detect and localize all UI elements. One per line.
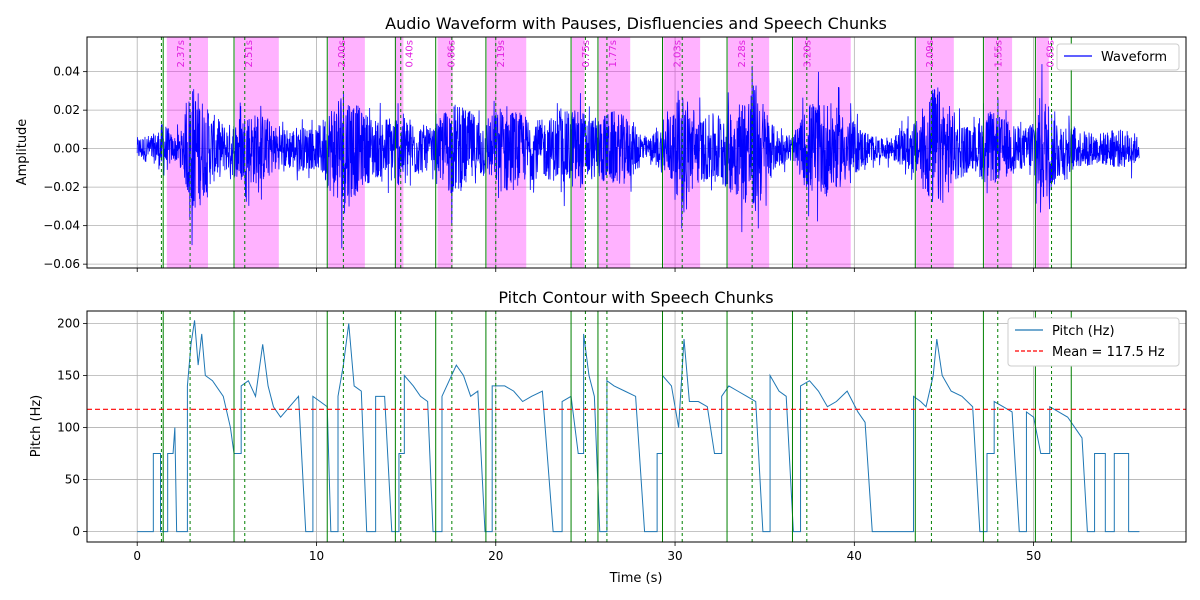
pause-label-1: 2.51s xyxy=(244,40,255,67)
pitch-x-tick-label-30: 30 xyxy=(667,549,682,563)
pitch-x-tick-label-10: 10 xyxy=(309,549,324,563)
pitch-legend: Pitch (Hz) Mean = 117.5 Hz xyxy=(1007,317,1180,367)
pause-label-10: 3.20s xyxy=(802,40,813,67)
pitch-x-tick-label-20: 20 xyxy=(488,549,503,563)
mean-legend-label: Mean = 117.5 Hz xyxy=(1052,345,1165,360)
waveform-y-tick-label-4: 0.02 xyxy=(53,103,80,117)
pitch-chunk-lines xyxy=(160,311,1072,542)
pause-label-6: 0.75s xyxy=(581,40,592,67)
waveform-y-tick-label-0: −0.06 xyxy=(43,257,80,271)
pitch-legend-label: Pitch (Hz) xyxy=(1052,324,1115,339)
pause-label-4: 0.86s xyxy=(446,40,457,67)
pitch-series xyxy=(137,320,1140,533)
waveform-y-tick-label-3: 0.00 xyxy=(53,142,80,156)
pause-label-13: 0.69s xyxy=(1045,40,1056,67)
pitch-y-tick-label-3: 150 xyxy=(57,369,80,383)
waveform-legend: Waveform xyxy=(1056,43,1180,71)
pause-label-8: 2.03s xyxy=(672,40,683,67)
pitch-panel: Pitch Contour with Speech Chunks 0501001… xyxy=(29,288,1187,586)
waveform-x-ticks xyxy=(136,268,1035,272)
pause-label-0: 2.37s xyxy=(176,40,187,67)
waveform-title: Audio Waveform with Pauses, Disfluencies… xyxy=(385,14,887,33)
waveform-y-label: Amplitude xyxy=(15,119,30,186)
pitch-title: Pitch Contour with Speech Chunks xyxy=(498,288,773,307)
pitch-y-tick-label-1: 50 xyxy=(65,473,80,487)
pause-label-5: 2.19s xyxy=(496,40,507,67)
pitch-line xyxy=(137,320,1140,533)
pitch-x-tick-label-40: 40 xyxy=(847,549,862,563)
waveform-y-tick-label-5: 0.04 xyxy=(53,65,80,79)
pitch-x-tick-label-50: 50 xyxy=(1026,549,1041,563)
waveform-y-ticks: −0.06 −0.04 −0.02 0.00 0.02 0.04 xyxy=(43,65,87,271)
pause-label-11: 2.09s xyxy=(925,40,936,67)
waveform-legend-label: Waveform xyxy=(1101,50,1167,65)
pitch-y-ticks: 0 50 100 150 200 xyxy=(57,316,87,539)
waveform-axes-frame xyxy=(86,36,1187,269)
waveform-panel: Audio Waveform with Pauses, Disfluencies… xyxy=(15,14,1187,272)
pause-label-2: 2.00s xyxy=(337,40,348,67)
pitch-x-label: Time (s) xyxy=(609,571,663,586)
chunk-lines xyxy=(160,37,1072,268)
waveform-line xyxy=(136,64,1140,249)
pause-label-12: 1.55s xyxy=(993,40,1004,67)
pitch-y-tick-label-2: 100 xyxy=(57,421,80,435)
pitch-y-label: Pitch (Hz) xyxy=(29,395,44,458)
pitch-y-tick-label-4: 200 xyxy=(57,316,80,330)
pitch-x-ticks: 0 10 20 30 40 50 xyxy=(133,542,1041,563)
pause-labels: 2.37s 2.51s 2.00s 0.40s 0.86s 2.19s 0.75s 1.77s… xyxy=(176,40,1057,67)
waveform-y-tick-label-1: −0.04 xyxy=(43,219,80,233)
pitch-x-tick-label-0: 0 xyxy=(133,549,141,563)
waveform-y-tick-label-2: −0.02 xyxy=(43,180,80,194)
pitch-y-tick-label-0: 0 xyxy=(72,525,80,539)
pitch-grid xyxy=(87,311,1186,542)
pause-label-7: 1.77s xyxy=(608,40,619,67)
pitch-axes-frame xyxy=(86,310,1187,543)
pause-label-9: 2.28s xyxy=(737,40,748,67)
pause-label-3: 0.40s xyxy=(404,40,415,67)
waveform-series xyxy=(136,64,1140,249)
